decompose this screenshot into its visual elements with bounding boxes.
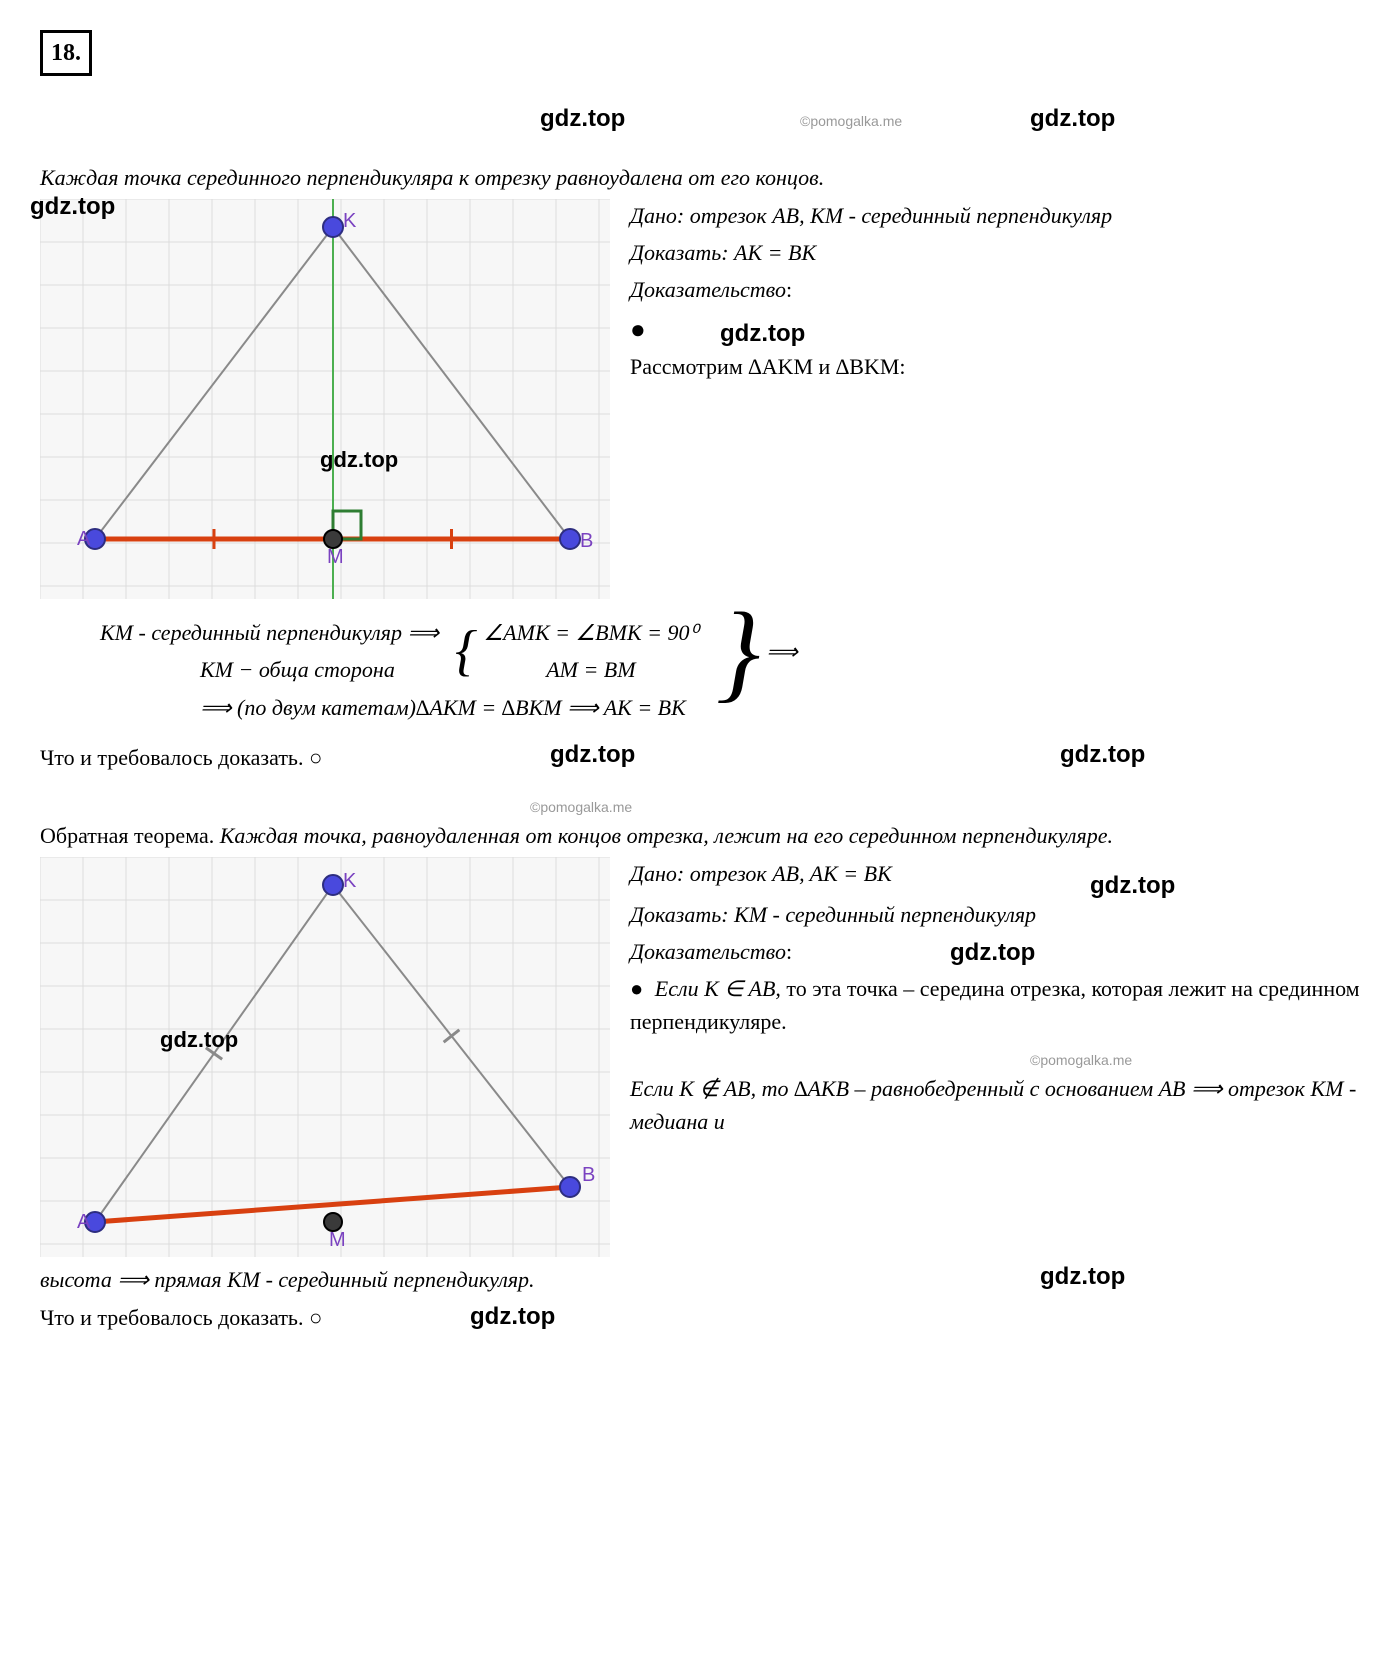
problem-number: 18. xyxy=(40,30,92,76)
svg-text:B: B xyxy=(580,530,593,552)
bullet-icon: ● xyxy=(630,315,646,344)
case-cond: Если K ∈ AB, xyxy=(655,976,781,1001)
colon: : xyxy=(786,277,792,302)
proof-label-line: Доказательство: xyxy=(630,273,1360,306)
prove-text: : KM - серединный перпендикуляр xyxy=(721,902,1036,927)
colon: : xyxy=(786,939,792,964)
given-label: Дано xyxy=(630,203,677,228)
continuation-2: высота ⟹ прямая KM - серединный перпенди… xyxy=(40,1263,1360,1296)
given-label: Дано xyxy=(630,861,677,886)
prove-label: Доказать xyxy=(630,240,721,265)
math-line: ⟹ (по двум катетам)∆AKM = ∆BKM ⟹ AK = BK xyxy=(200,689,1360,726)
brace-right-icon: } xyxy=(716,616,760,686)
svg-text:M: M xyxy=(327,546,344,568)
math-block-1: KM - серединный перпендикуляр ⟹ KM − общ… xyxy=(100,614,1360,726)
row-diagram1: gdz.top A B M K gdz.top Дано: о xyxy=(40,199,1360,599)
svg-text:K: K xyxy=(343,870,357,892)
converse-label: Обратная теорема. xyxy=(40,823,214,848)
watermark-gdz: gdz.top xyxy=(720,316,805,352)
prove-text: : AK = BK xyxy=(721,240,816,265)
svg-text:gdz.top: gdz.top xyxy=(320,447,398,472)
case-cond: Если K ∉ AB, xyxy=(630,1076,756,1101)
math-text: KM - серединный перпендикуляр ⟹ xyxy=(100,620,439,645)
given-block-1: Дано: отрезок AB, KM - серединный перпен… xyxy=(630,199,1360,599)
prove-line: Доказать: KM - серединный перпендикуляр xyxy=(630,898,1360,931)
converse-theorem: Обратная теорема. Каждая точка, равноуда… xyxy=(40,819,1360,852)
diagram-2-svg: A B M K gdz.top xyxy=(40,857,610,1257)
case-1: ● Если K ∈ AB, то эта точка – середина о… xyxy=(630,972,1360,1038)
problem-number-box: 18. xyxy=(40,30,1360,106)
watermark-pomogalka: ©pomogalka.me xyxy=(530,797,632,818)
brace-top: ∠AMK = ∠BMK = 90⁰ xyxy=(483,614,698,651)
svg-text:A: A xyxy=(77,528,91,550)
svg-text:M: M xyxy=(329,1229,346,1251)
svg-text:K: K xyxy=(343,210,357,232)
theorem-statement: Каждая точка серединного перпендикуляра … xyxy=(40,161,1360,194)
diagram-1: gdz.top A B M K gdz.top xyxy=(40,199,610,599)
given-text: : отрезок AB, AK = BK xyxy=(677,861,892,886)
implies-icon: ⟹ xyxy=(766,633,798,670)
watermark-pomogalka: ©pomogalka.me xyxy=(1030,1050,1132,1071)
watermark-pomogalka: ©pomogalka.me xyxy=(800,111,902,132)
bullet-icon: ● xyxy=(630,976,643,1001)
brace-bot: AM = BM xyxy=(483,651,698,688)
svg-text:gdz.top: gdz.top xyxy=(160,1027,238,1052)
given-line: Дано: отрезок AB, KM - серединный перпен… xyxy=(630,199,1360,232)
diagram-2: A B M K gdz.top xyxy=(40,857,610,1257)
svg-text:A: A xyxy=(77,1211,91,1233)
prove-line: Доказать: AK = BK xyxy=(630,236,1360,269)
proof-label: Доказательство xyxy=(630,277,786,302)
math-line: KM − обща сторона xyxy=(200,651,439,688)
given-line: Дано: отрезок AB, AK = BK xyxy=(630,857,1360,890)
row-diagram2: A B M K gdz.top Дано: отрезок AB, AK = B… xyxy=(40,857,1360,1257)
svg-text:B: B xyxy=(582,1164,595,1186)
watermark-gdz: gdz.top xyxy=(540,101,625,137)
qed-2: Что и требовалось доказать. ○ xyxy=(40,1301,1360,1334)
diagram-1-svg: A B M K gdz.top xyxy=(40,199,610,599)
proof-label: Доказательство xyxy=(630,939,786,964)
brace-left-icon: { xyxy=(455,623,477,679)
case-2: Если K ∉ AB, то ∆AKB – равнобедренный с … xyxy=(630,1072,1360,1138)
proof-label-line: Доказательство: xyxy=(630,935,1360,968)
watermark-gdz: gdz.top xyxy=(1030,101,1115,137)
given-text: : отрезок AB, KM - серединный перпендику… xyxy=(677,203,1112,228)
prove-label: Доказать xyxy=(630,902,721,927)
converse-text: Каждая точка, равноудаленная от концов о… xyxy=(214,823,1113,848)
qed-1: Что и требовалось доказать. ○ xyxy=(40,741,1360,774)
given-block-2: Дано: отрезок AB, AK = BK gdz.top Доказа… xyxy=(630,857,1360,1257)
math-line: KM - серединный перпендикуляр ⟹ xyxy=(100,614,439,651)
consider-line: Рассмотрим ∆AKM и ∆BKM: xyxy=(630,350,1360,383)
